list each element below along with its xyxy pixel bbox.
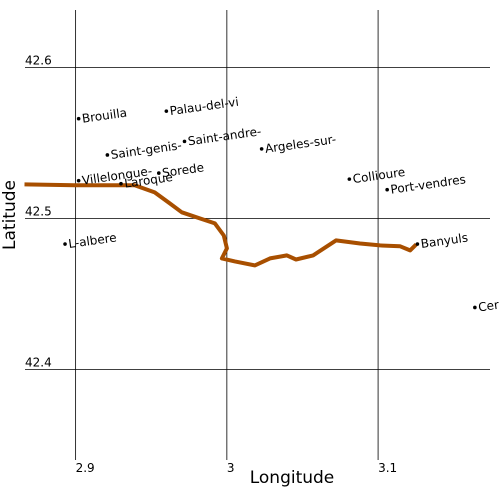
x-tick-label: 3.1 — [378, 461, 397, 475]
y-tick-label: 42.6 — [25, 53, 52, 67]
town-label: Argeles-sur- — [264, 132, 337, 156]
town-marker — [105, 153, 110, 157]
town-marker — [385, 187, 389, 192]
y-axis-label: Latitude — [0, 180, 20, 250]
x-tick-label: 3 — [227, 461, 235, 475]
town-marker — [63, 242, 67, 246]
town-label: Sorede — [161, 160, 205, 180]
town-marker — [76, 116, 81, 121]
x-tick-label: 2.9 — [76, 461, 95, 475]
x-axis-label: Longitude — [250, 468, 335, 488]
town-marker — [259, 147, 264, 151]
town-marker — [473, 305, 477, 310]
y-tick-label: 42.5 — [25, 204, 52, 218]
town-label: Palau-del-vi — [169, 95, 240, 119]
y-tick-label: 42.4 — [25, 355, 52, 369]
town-label: Banyuls — [420, 231, 469, 251]
border-line — [24, 182, 418, 268]
town-label: Cer — [477, 298, 500, 315]
town-marker — [119, 181, 123, 186]
town-marker — [415, 242, 420, 246]
town-marker — [182, 139, 187, 144]
town-label: L-albere — [67, 230, 117, 251]
town-label: Laroque — [123, 170, 173, 191]
town-marker — [347, 177, 352, 181]
town-label: Brouilla — [81, 106, 128, 126]
town-marker — [164, 109, 169, 113]
town-marker — [156, 171, 161, 175]
town-label: Saint-andre- — [187, 124, 262, 148]
town-label: Saint-genis- — [110, 138, 183, 162]
town-marker — [76, 178, 81, 183]
